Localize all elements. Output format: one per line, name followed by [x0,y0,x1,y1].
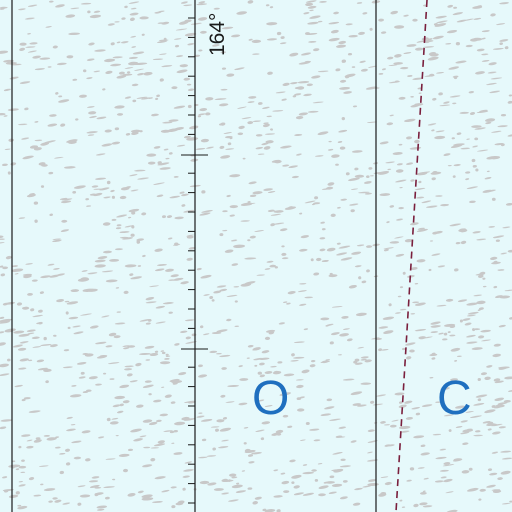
longitude-label-text: 164° [206,12,229,56]
meridian-tick-marks [181,17,208,504]
dashed-boundary-line [395,0,428,512]
ocean-label-letter-c: C [437,372,472,425]
ocean-label-letter-o: O [252,372,290,425]
